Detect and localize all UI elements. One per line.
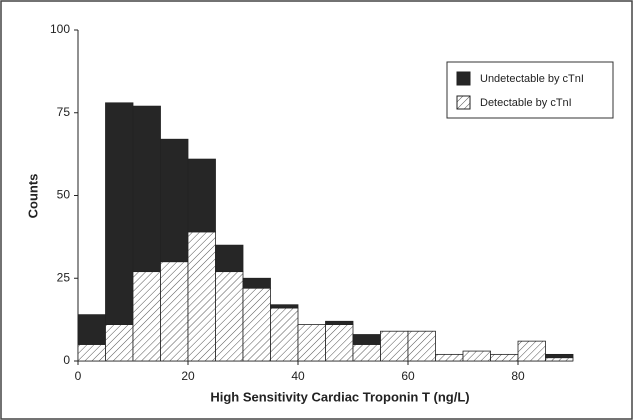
bar — [435, 353, 464, 362]
legend-box — [446, 61, 614, 119]
legend-label: Undetectable by cTnI — [480, 73, 584, 85]
bar — [407, 330, 436, 362]
bar — [160, 138, 189, 263]
bar — [105, 324, 134, 362]
legend-label: Detectable by cTnI — [480, 97, 572, 109]
bar — [270, 304, 299, 309]
bar — [545, 357, 574, 362]
bar — [215, 244, 244, 273]
y-tick-label: 25 — [57, 270, 71, 284]
bar — [462, 350, 491, 362]
y-tick-label: 75 — [57, 105, 71, 119]
x-axis-label: High Sensitivity Cardiac Troponin T (ng/… — [210, 389, 469, 404]
bar — [105, 102, 134, 325]
bar — [77, 344, 106, 362]
y-tick-label: 50 — [57, 188, 71, 202]
y-tick-label: 0 — [63, 353, 70, 367]
y-axis-label: Counts — [25, 174, 40, 219]
legend-swatch — [456, 95, 471, 110]
bar — [77, 314, 106, 345]
bar — [325, 320, 354, 325]
x-tick-label: 40 — [291, 369, 305, 383]
bar — [215, 271, 244, 362]
x-tick-label: 60 — [401, 369, 415, 383]
x-tick-label: 0 — [75, 369, 82, 383]
bar — [187, 231, 216, 362]
bar — [517, 340, 546, 362]
bar — [297, 324, 326, 362]
bar — [545, 353, 574, 359]
bar — [380, 330, 409, 362]
bar — [325, 324, 354, 362]
bar — [132, 271, 161, 362]
y-tick-label: 100 — [50, 22, 70, 36]
bar — [270, 307, 299, 362]
x-tick-label: 80 — [511, 369, 525, 383]
x-tick-label: 20 — [181, 369, 195, 383]
bar — [160, 261, 189, 362]
bar — [132, 105, 161, 273]
bar — [242, 277, 271, 289]
bar — [352, 344, 381, 362]
bar — [490, 353, 519, 362]
bar — [242, 287, 271, 362]
legend-swatch — [456, 71, 471, 86]
bar — [187, 158, 216, 233]
bar — [352, 334, 381, 345]
